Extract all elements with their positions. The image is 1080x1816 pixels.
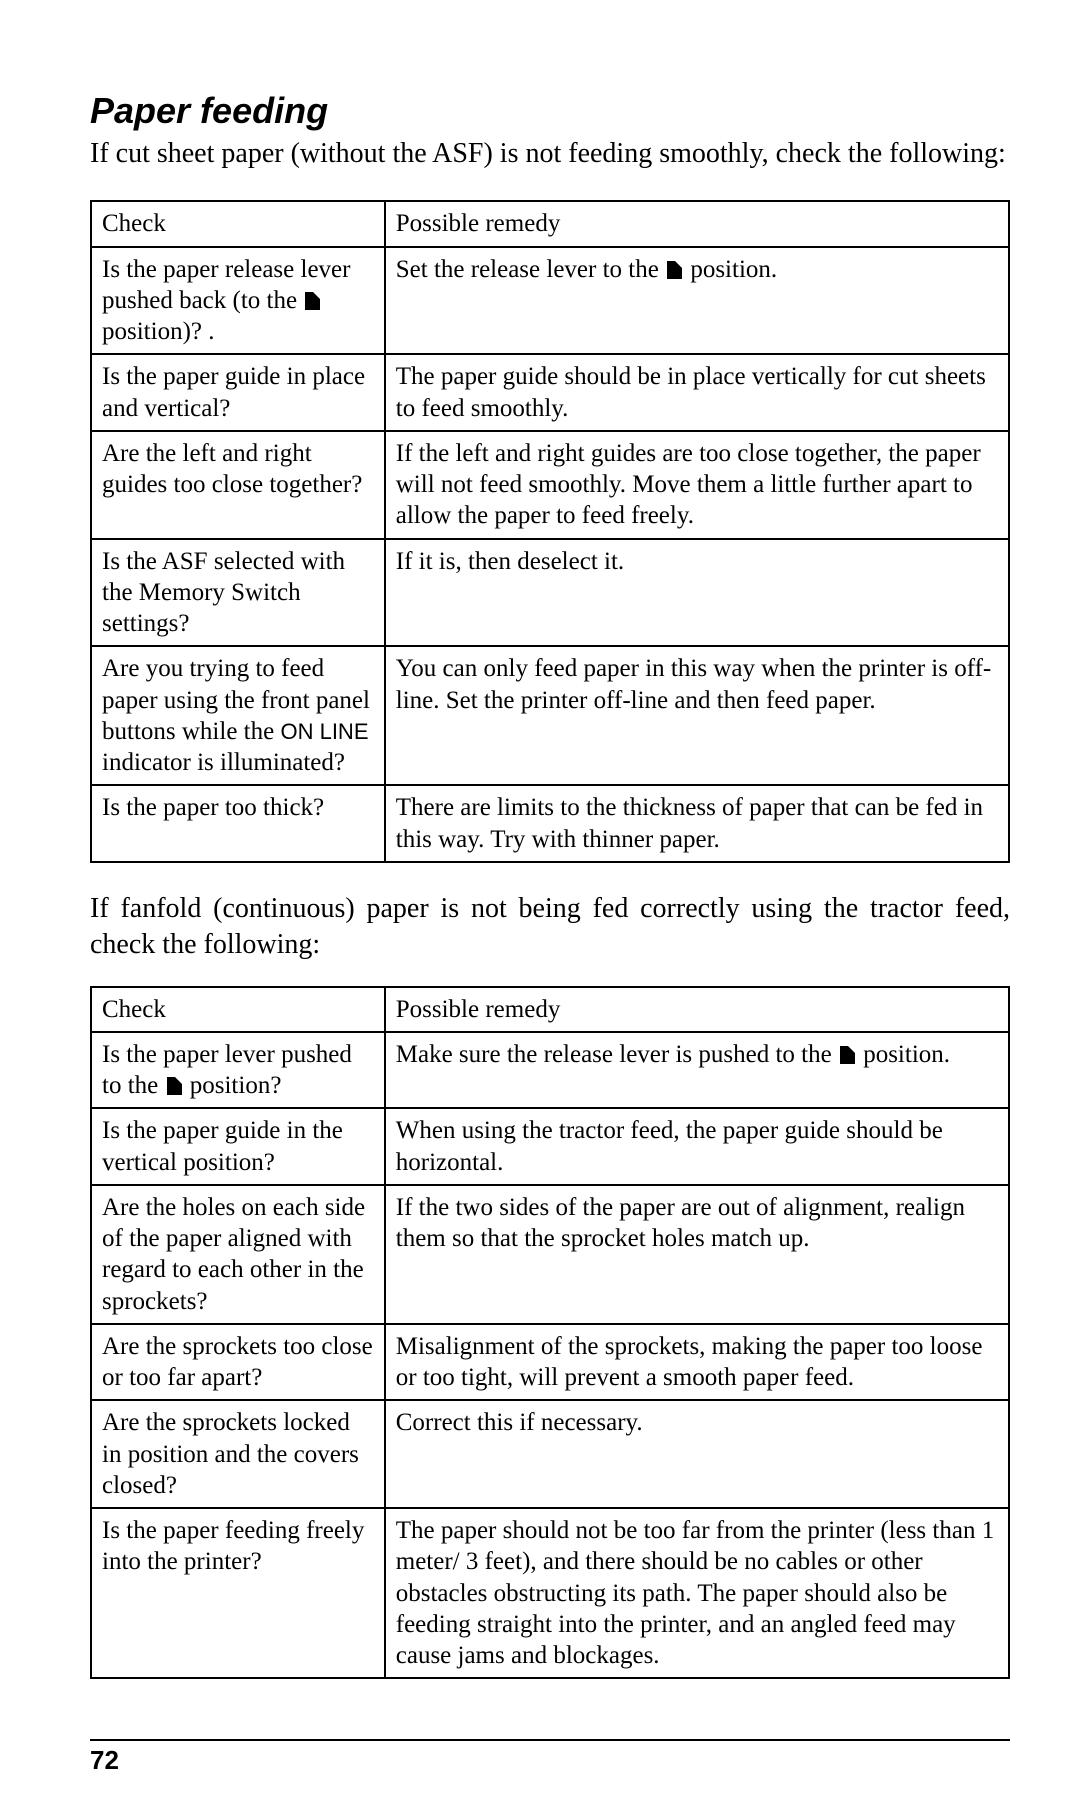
table-header-row: Check Possible remedy (91, 201, 1009, 246)
table-row: Is the paper guide in place and vertical… (91, 354, 1009, 431)
remedy-text: The paper should not be too far from the… (396, 1517, 994, 1669)
remedy-text: You can only feed paper in this way when… (396, 655, 991, 713)
header-remedy: Possible remedy (385, 201, 1009, 246)
table-row: Are the left and right guides too close … (91, 431, 1009, 539)
remedy-text: If it is, then deselect it. (396, 548, 624, 575)
check-text-post: indicator is illuminated? (102, 749, 345, 776)
check-text: Are the holes on each side of the paper … (102, 1194, 365, 1315)
check-text: Are the left and right guides too close … (102, 440, 362, 498)
check-text-post: position? (184, 1072, 282, 1099)
remedy-cell: If the two sides of the paper are out of… (385, 1185, 1009, 1324)
remedy-cell: There are limits to the thickness of pap… (385, 785, 1009, 862)
remedy-cell: If the left and right guides are too clo… (385, 431, 1009, 539)
header-check: Check (91, 201, 385, 246)
remedy-text: If the left and right guides are too clo… (396, 440, 981, 530)
remedy-text: Set the release lever to the (396, 256, 665, 283)
paper-icon (840, 1046, 855, 1064)
footer-rule: 72 (90, 1739, 1010, 1776)
remedy-cell: When using the tractor feed, the paper g… (385, 1108, 1009, 1185)
page-number: 72 (90, 1745, 119, 1775)
remedy-cell: The paper should not be too far from the… (385, 1508, 1009, 1678)
remedy-text-post: position. (684, 256, 777, 283)
check-cell: Are the sprockets locked in position and… (91, 1400, 385, 1508)
check-cell: Is the paper release lever pushed back (… (91, 247, 385, 355)
check-cell: Is the paper guide in place and vertical… (91, 354, 385, 431)
table-row: Is the paper feeding freely into the pri… (91, 1508, 1009, 1678)
remedy-text: When using the tractor feed, the paper g… (396, 1117, 943, 1175)
check-text: Are the sprockets locked in position and… (102, 1409, 359, 1499)
remedy-text: Make sure the release lever is pushed to… (396, 1041, 838, 1068)
table-row: Are you trying to feed paper using the f… (91, 646, 1009, 785)
table-row: Is the paper release lever pushed back (… (91, 247, 1009, 355)
remedy-text: If the two sides of the paper are out of… (396, 1194, 965, 1252)
remedy-cell: Misalignment of the sprockets, making th… (385, 1324, 1009, 1401)
table-row: Are the sprockets locked in position and… (91, 1400, 1009, 1508)
check-text: Is the paper guide in place and vertical… (102, 363, 365, 421)
remedy-cell: Make sure the release lever is pushed to… (385, 1032, 1009, 1109)
remedy-cell: The paper guide should be in place verti… (385, 354, 1009, 431)
paper-icon (667, 261, 682, 279)
table-cut-sheet: Check Possible remedy Is the paper relea… (90, 200, 1010, 863)
table-row: Are the sprockets too close or too far a… (91, 1324, 1009, 1401)
remedy-cell: If it is, then deselect it. (385, 539, 1009, 647)
check-text-post: position)? . (102, 318, 215, 345)
check-text: Are the sprockets too close or too far a… (102, 1333, 373, 1391)
check-cell: Are the sprockets too close or too far a… (91, 1324, 385, 1401)
remedy-text: The paper guide should be in place verti… (396, 363, 986, 421)
paper-icon (167, 1077, 182, 1095)
check-text: Is the ASF selected with the Memory Swit… (102, 548, 345, 638)
check-cell: Is the paper lever pushed to the positio… (91, 1032, 385, 1109)
remedy-text: There are limits to the thickness of pap… (396, 794, 983, 852)
page: Paper feeding If cut sheet paper (withou… (0, 0, 1080, 1816)
check-text: Is the paper guide in the vertical posit… (102, 1117, 343, 1175)
table-row: Is the ASF selected with the Memory Swit… (91, 539, 1009, 647)
header-remedy: Possible remedy (385, 987, 1009, 1032)
header-check: Check (91, 987, 385, 1032)
paper-icon (305, 292, 320, 310)
check-cell: Is the paper feeding freely into the pri… (91, 1508, 385, 1678)
remedy-text: Misalignment of the sprockets, making th… (396, 1333, 983, 1391)
intro-text: If cut sheet paper (without the ASF) is … (90, 136, 1010, 172)
check-cell: Are the left and right guides too close … (91, 431, 385, 539)
remedy-cell: You can only feed paper in this way when… (385, 646, 1009, 785)
table-row: Is the paper guide in the vertical posit… (91, 1108, 1009, 1185)
table-row: Is the paper lever pushed to the positio… (91, 1032, 1009, 1109)
remedy-text: Correct this if necessary. (396, 1409, 643, 1436)
check-cell: Is the ASF selected with the Memory Swit… (91, 539, 385, 647)
section-title: Paper feeding (90, 90, 1010, 132)
table-row: Is the paper too thick? There are limits … (91, 785, 1009, 862)
check-cell: Is the paper too thick? (91, 785, 385, 862)
check-cell: Are you trying to feed paper using the f… (91, 646, 385, 785)
check-cell: Is the paper guide in the vertical posit… (91, 1108, 385, 1185)
online-label: ON LINE (280, 719, 368, 744)
remedy-text-post: position. (857, 1041, 950, 1068)
check-text: Is the paper feeding freely into the pri… (102, 1517, 364, 1575)
table-fanfold: Check Possible remedy Is the paper lever… (90, 986, 1010, 1680)
remedy-cell: Set the release lever to the position. (385, 247, 1009, 355)
table-header-row: Check Possible remedy (91, 987, 1009, 1032)
remedy-cell: Correct this if necessary. (385, 1400, 1009, 1508)
check-cell: Are the holes on each side of the paper … (91, 1185, 385, 1324)
check-text: Is the paper too thick? (102, 794, 324, 821)
between-text: If fanfold (continuous) paper is not bei… (90, 891, 1010, 964)
table-row: Are the holes on each side of the paper … (91, 1185, 1009, 1324)
